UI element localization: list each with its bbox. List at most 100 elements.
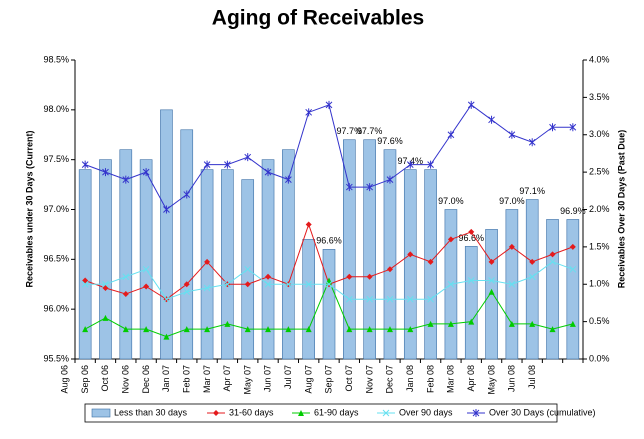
bar: [343, 139, 356, 360]
legend: Less than 30 days 31-60 days 61-90 days Ove…: [84, 403, 596, 423]
marker: [488, 115, 495, 124]
marker: [366, 326, 373, 333]
marker: [468, 228, 475, 235]
y-tick-label: 96.0%: [43, 304, 69, 314]
marker: [549, 123, 556, 132]
bar: [546, 219, 559, 360]
marker: [305, 108, 313, 117]
marker: [406, 295, 414, 303]
marker: [569, 123, 577, 132]
marker: [81, 160, 89, 169]
y-tick-label: 98.0%: [43, 104, 69, 114]
bar: [139, 159, 153, 360]
marker: [488, 258, 495, 265]
x-tick-label: Oct 07: [344, 365, 354, 392]
marker: [346, 273, 353, 280]
data-label: 97.0%: [499, 196, 525, 206]
x-tick-label: Jun 08: [507, 365, 517, 392]
marker: [102, 284, 109, 291]
legend-label: Less than 30 days: [114, 407, 188, 417]
data-label: 97.0%: [438, 196, 464, 206]
marker: [142, 265, 150, 273]
x-tick-label: Jul 07: [283, 365, 293, 389]
y-tick-label: 96.5%: [43, 254, 69, 264]
bar: [160, 109, 173, 360]
bar: [221, 169, 234, 360]
marker: [265, 273, 272, 280]
x-tick-label: Dec 07: [385, 365, 395, 394]
y2-axis-title: Receivables Over 30 Days (Past Due): [616, 130, 626, 289]
y2-tick-label: 3.0%: [589, 129, 610, 139]
marker: [298, 410, 304, 416]
marker: [224, 320, 231, 327]
marker: [204, 258, 211, 265]
y2-tick-label: 2.5%: [589, 167, 610, 177]
marker: [285, 175, 292, 184]
data-label: 96.6%: [458, 233, 484, 243]
bar: [261, 159, 275, 360]
marker: [305, 280, 313, 288]
y-tick-label: 97.5%: [43, 154, 69, 164]
marker: [102, 314, 109, 321]
x-tick-label: Jul 08: [527, 365, 537, 389]
x-tick-label: May 07: [242, 365, 252, 395]
marker: [122, 290, 129, 297]
marker: [508, 280, 516, 288]
marker: [265, 326, 272, 333]
marker: [345, 183, 353, 192]
bar: [180, 129, 194, 360]
marker: [447, 130, 455, 139]
marker: [183, 190, 191, 199]
marker: [468, 318, 475, 325]
marker: [82, 326, 89, 333]
marker: [102, 280, 109, 288]
marker: [467, 277, 475, 284]
x-tick-label: May 08: [486, 365, 496, 395]
legend-label: Over 30 Days (cumulative): [489, 407, 596, 417]
bar: [99, 159, 112, 360]
y-axis-title: Receivables under 30 Days (Current): [24, 130, 34, 287]
marker: [142, 168, 150, 177]
marker: [163, 205, 170, 214]
marker: [569, 243, 576, 250]
marker: [81, 280, 89, 288]
bar: [78, 169, 92, 360]
marker: [549, 251, 556, 258]
x-tick-label: Aug 07: [303, 365, 313, 394]
marker: [305, 326, 312, 333]
marker: [163, 333, 170, 340]
bar: [302, 239, 315, 360]
bar: [464, 246, 478, 360]
marker: [569, 320, 576, 327]
chart-title: Aging of Receivables: [212, 7, 424, 30]
data-label: 97.7%: [337, 126, 363, 136]
marker: [427, 320, 434, 327]
marker: [325, 280, 333, 288]
marker: [528, 273, 536, 281]
marker: [213, 410, 219, 416]
marker: [467, 100, 475, 109]
marker: [529, 320, 536, 327]
marker: [244, 153, 252, 162]
y2-tick-label: 1.0%: [589, 279, 610, 289]
marker: [82, 277, 89, 284]
y2-tick-label: 2.0%: [589, 204, 610, 214]
x-tick-label: Dec 06: [141, 365, 151, 394]
marker: [183, 288, 191, 296]
marker: [163, 295, 170, 303]
marker: [549, 258, 556, 266]
bar: [119, 149, 133, 360]
marker: [427, 295, 434, 303]
marker: [488, 277, 495, 284]
marker: [326, 277, 332, 284]
marker: [264, 280, 272, 288]
marker: [203, 160, 211, 169]
x-tick-label: Mar 08: [446, 365, 456, 393]
data-label: 96.6%: [316, 236, 342, 246]
data-label: 97.7%: [357, 126, 383, 136]
marker: [204, 326, 211, 333]
marker: [406, 160, 414, 169]
marker: [488, 288, 495, 295]
marker: [508, 243, 515, 250]
